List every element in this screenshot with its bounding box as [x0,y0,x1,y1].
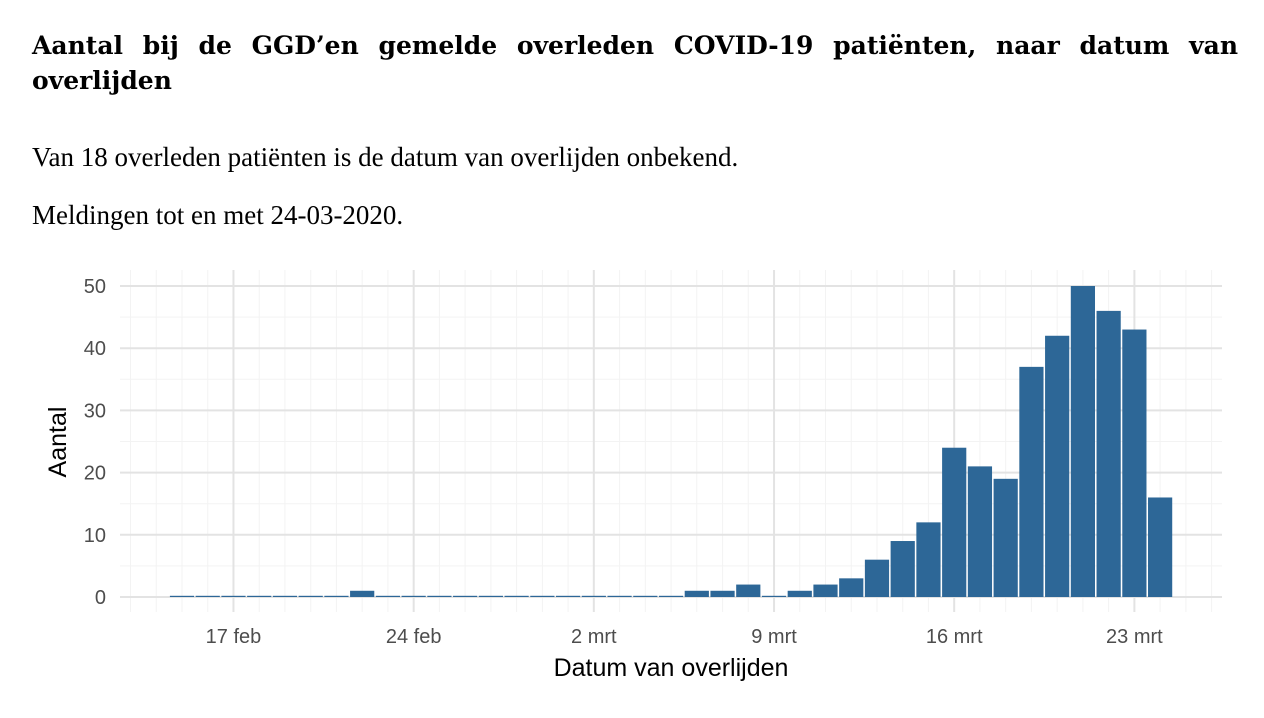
bar-2020-03-08 [736,584,761,597]
bar-2020-02-27 [478,595,503,597]
x-tick-label: 16 mrt [926,626,983,648]
bar-2020-03-14 [890,541,915,597]
bar-2020-02-19 [272,595,298,597]
bar-2020-02-22 [350,590,375,597]
bar-2020-02-16 [195,595,220,597]
bar-2020-02-18 [247,595,272,597]
bar-2020-03-09 [761,595,787,597]
bar-2020-03-23 [1122,329,1147,597]
x-axis-label: Datum van overlijden [554,654,789,682]
bar-2020-03-19 [1019,366,1044,597]
bar-2020-03-20 [1045,335,1070,597]
bar-2020-03-07 [710,590,735,597]
bar-2020-03-01 [556,595,581,597]
chart-bars [169,286,1173,597]
bar-2020-02-25 [427,595,452,597]
bar-2020-02-21 [324,595,349,597]
y-tick-label: 10 [84,525,106,547]
bar-2020-03-05 [658,595,684,597]
x-tick-label: 17 feb [206,626,262,648]
bar-2020-02-23 [375,595,401,597]
x-tick-label: 9 mrt [751,626,797,648]
bar-2020-02-26 [453,595,478,597]
y-tick-label: 40 [84,338,106,360]
bar-2020-03-13 [864,559,890,597]
bar-2020-02-17 [221,595,246,597]
y-axis-ticks: 0 10 20 30 40 50 [84,276,106,609]
bar-2020-03-21 [1070,286,1095,597]
bar-2020-03-22 [1096,310,1121,597]
bar-2020-02-24 [401,595,426,597]
x-tick-label: 24 feb [386,626,442,648]
chart-subtitle-reporting-date: Meldingen tot en met 24-03-2020. [32,200,404,230]
x-tick-label: 23 mrt [1106,626,1163,648]
bar-2020-02-20 [298,595,323,597]
bar-2020-03-12 [839,578,864,597]
bar-2020-02-28 [504,595,529,597]
chart-subtitle-unknown-date: Van 18 overleden patiënten is de datum v… [32,142,739,172]
bar-2020-03-03 [607,595,632,597]
bar-2020-03-24 [1148,497,1173,597]
bar-2020-02-29 [530,595,555,597]
y-tick-label: 0 [95,587,106,609]
bar-2020-03-11 [813,584,838,597]
bar-2020-03-16 [942,447,967,597]
bar-2020-03-10 [787,590,812,597]
bar-2020-03-18 [993,478,1018,597]
y-tick-label: 20 [84,463,106,485]
x-tick-label: 2 mrt [571,626,617,648]
bar-2020-03-17 [967,466,993,597]
bar-2020-03-06 [684,590,709,597]
x-axis-ticks: 17 feb 24 feb 2 mrt 9 mrt 16 mrt 23 mrt [206,626,1163,648]
chart-title: Aantal bij de GGD’en gemelde overleden C… [32,31,1238,95]
bar-2020-03-04 [633,595,658,597]
y-tick-label: 50 [84,276,106,298]
y-axis-label: Aantal [44,407,72,478]
y-tick-label: 30 [84,400,106,422]
bar-2020-03-15 [916,522,941,597]
bar-2020-03-02 [581,595,606,597]
bar-2020-02-15 [169,595,195,597]
